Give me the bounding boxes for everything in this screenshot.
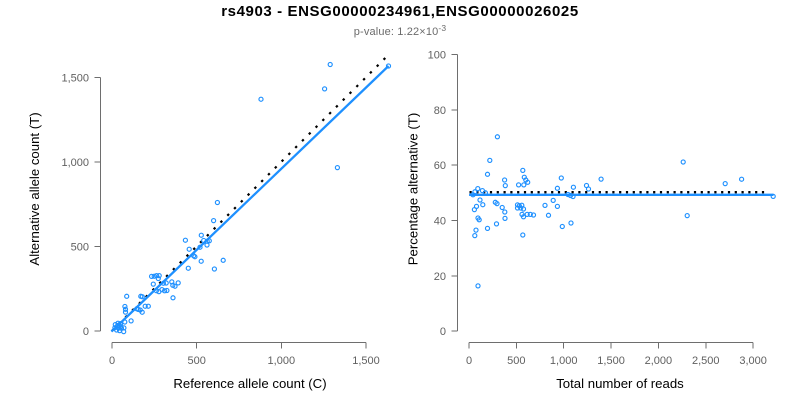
svg-text:1,500: 1,500 — [61, 73, 89, 85]
svg-text:1,000: 1,000 — [268, 355, 296, 367]
svg-text:3,000: 3,000 — [739, 355, 767, 367]
svg-text:Total number of reads: Total number of reads — [556, 376, 684, 391]
svg-text:20: 20 — [434, 271, 446, 283]
svg-text:Alternative allele count (T): Alternative allele count (T) — [27, 112, 42, 265]
svg-text:500: 500 — [507, 355, 525, 367]
svg-text:500: 500 — [71, 242, 89, 254]
svg-text:Percentage alternative (T): Percentage alternative (T) — [406, 113, 421, 265]
svg-text:500: 500 — [188, 355, 206, 367]
svg-text:60: 60 — [434, 160, 446, 172]
svg-text:1,500: 1,500 — [597, 355, 625, 367]
svg-text:2,000: 2,000 — [645, 355, 673, 367]
svg-text:100: 100 — [428, 50, 446, 62]
svg-text:80: 80 — [434, 105, 446, 117]
svg-text:0: 0 — [466, 355, 472, 367]
svg-text:0: 0 — [440, 326, 446, 338]
svg-text:40: 40 — [434, 216, 446, 228]
svg-text:1,500: 1,500 — [352, 355, 380, 367]
svg-text:Reference allele count (C): Reference allele count (C) — [173, 376, 326, 391]
svg-text:p-value: 1.22×10-3: p-value: 1.22×10-3 — [354, 23, 447, 38]
svg-text:0: 0 — [83, 326, 89, 338]
svg-text:rs4903 - ENSG00000234961,ENSG0: rs4903 - ENSG00000234961,ENSG00000026025 — [221, 3, 579, 20]
svg-text:1,000: 1,000 — [61, 157, 89, 169]
svg-text:0: 0 — [109, 355, 115, 367]
svg-text:2,500: 2,500 — [692, 355, 720, 367]
svg-text:1,000: 1,000 — [550, 355, 578, 367]
